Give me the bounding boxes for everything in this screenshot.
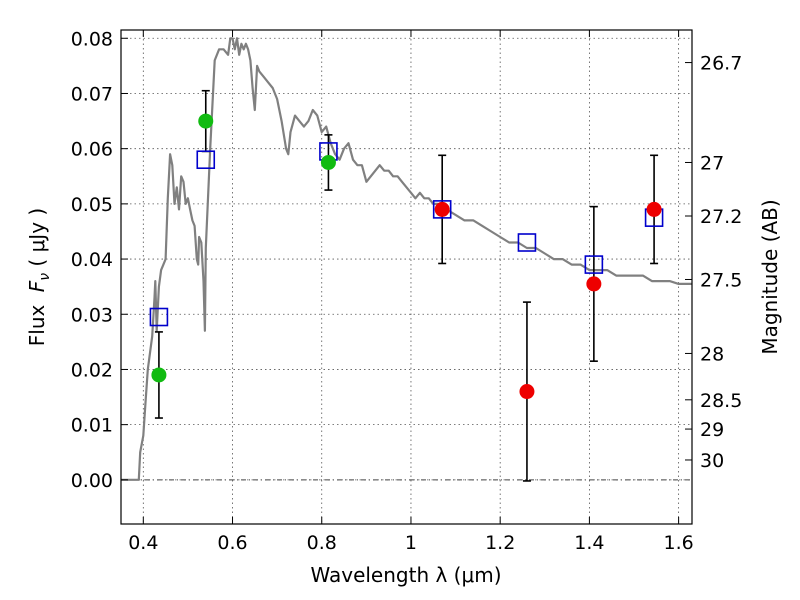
x-tick-label: 0.4 [128,532,158,554]
axis-ticks: 0.4 0.6 0.8 1 1.2 1.4 1.6 0.00 0.01 0.02 0.03 0.04 0… [71,28,743,554]
model-flux-square [517,233,537,252]
x-tick-label: 1.2 [485,532,515,554]
x-axis-title: Wavelength λ (μm) [310,563,501,587]
observed-point-red [586,276,602,292]
x-tick-label: 1 [405,532,417,554]
y-axis-title-symbol: F [25,280,49,292]
y-tick-label: 0.02 [71,359,113,381]
model-flux-square [196,150,216,170]
y-axis-title-units: ( μJy ) [25,208,49,273]
x-tick-label: 1.6 [664,532,694,554]
y-tick-label: 0.03 [71,304,113,326]
model-flux-squares [149,142,664,327]
y2-tick-label: 27.5 [700,269,742,291]
y-tick-label: 0.06 [71,139,113,161]
y2-tick-label: 28.5 [700,390,742,412]
observed-point-red [519,384,535,400]
y2-axis-title: Magnitude (AB) [758,199,782,354]
y2-tick-label: 28 [700,343,724,365]
x-tick-label: 1.4 [574,532,604,554]
observed-point-green [151,367,167,383]
observed-flux-points [151,113,662,400]
y2-tick-label: 30 [700,450,724,472]
y-axis-title: Flux Fν ( μJy ) [25,208,53,346]
model-flux-square [584,255,604,274]
observed-point-green [198,113,214,129]
y-tick-label: 0.00 [71,470,113,492]
y2-tick-label: 27.2 [700,206,742,228]
y-tick-label: 0.04 [71,249,113,271]
y2-tick-label: 27 [700,152,724,174]
observed-point-green [320,154,336,170]
grid [121,30,692,524]
x-tick-label: 0.8 [307,532,337,554]
y-axis-title-sub: ν [37,273,53,281]
y-tick-label: 0.01 [71,415,113,437]
y-tick-label: 0.07 [71,83,113,105]
model-flux-square [432,200,452,219]
sed-model-line [121,37,692,481]
observed-point-red [646,201,662,217]
y-tick-label: 0.08 [71,28,113,50]
observed-point-red [434,201,450,217]
plot-frame [120,29,693,525]
y2-tick-label: 26.7 [700,53,742,75]
y2-tick-label: 29 [700,419,724,441]
y-tick-label: 0.05 [71,194,113,216]
model-flux-square [149,307,169,327]
y-axis-title-main: Flux [25,304,49,346]
x-tick-label: 0.6 [217,532,247,554]
